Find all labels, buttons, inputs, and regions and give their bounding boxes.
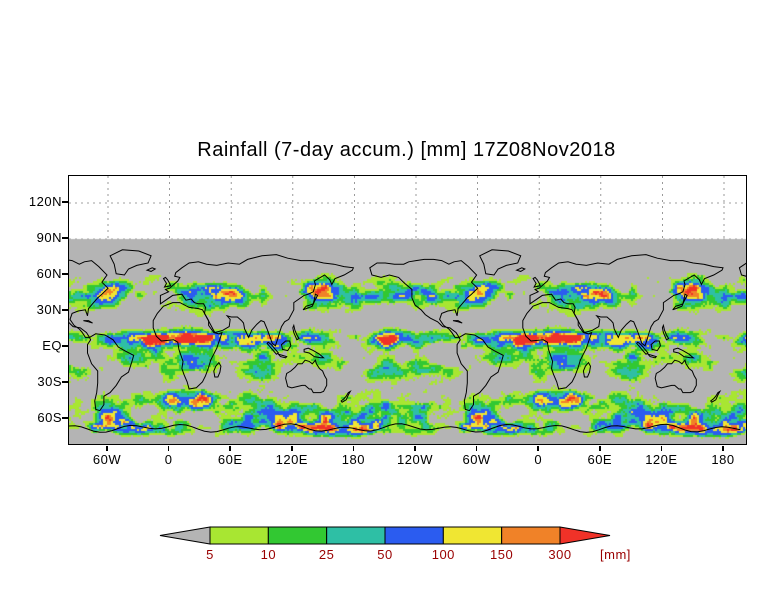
colorbar-segment bbox=[326, 526, 386, 545]
coastline bbox=[109, 249, 152, 276]
coastline bbox=[152, 302, 223, 390]
axis-tick bbox=[62, 237, 68, 239]
axis-tick bbox=[599, 446, 601, 451]
x-axis-label: 120E bbox=[275, 452, 308, 467]
colorbar-segment bbox=[501, 526, 561, 545]
coastline bbox=[145, 267, 157, 272]
x-axis-label: 180 bbox=[711, 452, 735, 467]
coastline bbox=[738, 262, 746, 277]
coastline bbox=[479, 249, 522, 276]
coastline bbox=[654, 359, 697, 394]
axis-tick bbox=[62, 273, 68, 275]
colorbar bbox=[159, 526, 611, 545]
map-plot-area bbox=[68, 175, 747, 445]
colorbar-tick-label: 100 bbox=[431, 547, 455, 562]
axis-tick bbox=[475, 446, 478, 451]
rainfall-raster bbox=[69, 176, 746, 444]
colorbar-tick-label: 25 bbox=[318, 547, 335, 562]
axis-tick bbox=[352, 446, 355, 451]
coastline bbox=[646, 353, 658, 359]
x-axis-label: 60E bbox=[217, 452, 243, 467]
coastline bbox=[456, 333, 504, 412]
coastline bbox=[661, 323, 670, 341]
coastline bbox=[285, 359, 328, 394]
coastline bbox=[582, 361, 592, 378]
colorbar-graphic bbox=[159, 526, 611, 545]
axis-tick bbox=[62, 345, 68, 347]
coastline bbox=[532, 276, 541, 288]
y-axis-label: 30N bbox=[36, 302, 62, 317]
coastline bbox=[673, 347, 695, 359]
coastline bbox=[529, 254, 724, 347]
x-axis-label: 60W bbox=[462, 452, 491, 467]
coastline bbox=[709, 390, 722, 403]
coastlines-layer bbox=[69, 249, 746, 433]
coastline bbox=[69, 423, 741, 433]
coastline bbox=[515, 267, 526, 272]
x-axis-label: 120E bbox=[645, 452, 678, 467]
coastline bbox=[276, 353, 288, 359]
axis-tick bbox=[62, 381, 68, 383]
axis-tick bbox=[229, 446, 231, 451]
coastline bbox=[292, 323, 300, 341]
y-axis-label: 120N bbox=[28, 194, 62, 209]
axis-tick bbox=[106, 446, 108, 451]
y-axis-label: 90N bbox=[36, 230, 62, 245]
colorbar-segment bbox=[267, 526, 328, 545]
coastline bbox=[650, 340, 661, 352]
y-axis-label: EQ bbox=[42, 338, 62, 353]
axis-tick bbox=[722, 446, 724, 451]
chart-title: Rainfall (7-day accum.) [mm] 17Z08Nov201… bbox=[197, 139, 616, 161]
coastline bbox=[280, 340, 292, 352]
coastline bbox=[69, 259, 109, 338]
x-axis-label: 180 bbox=[341, 452, 365, 467]
colorbar-segment bbox=[442, 526, 503, 545]
x-axis-label: 0 bbox=[534, 452, 543, 467]
y-axis-label: 30S bbox=[37, 374, 62, 389]
axis-tick bbox=[537, 446, 539, 451]
x-axis-label: 0 bbox=[164, 452, 173, 467]
colorbar-unit-label: [mm] bbox=[600, 547, 631, 562]
coastline bbox=[369, 258, 479, 338]
coastline bbox=[303, 347, 325, 359]
x-axis-label: 60E bbox=[587, 452, 613, 467]
axis-tick bbox=[62, 201, 68, 203]
coastline bbox=[452, 320, 463, 324]
colorbar-tick-label: 5 bbox=[206, 547, 214, 562]
coastline bbox=[162, 276, 172, 288]
coastline bbox=[159, 254, 355, 347]
coastline bbox=[302, 293, 319, 311]
axis-tick bbox=[660, 446, 663, 451]
axis-tick bbox=[62, 417, 68, 419]
coastline bbox=[522, 302, 593, 390]
colorbar-right-arrow bbox=[559, 526, 611, 545]
coastline bbox=[340, 390, 352, 403]
colorbar-left-arrow bbox=[159, 526, 211, 545]
y-axis-label: 60N bbox=[36, 266, 62, 281]
x-axis-label: 120W bbox=[397, 452, 433, 467]
colorbar-segment bbox=[209, 526, 269, 545]
colorbar-tick-label: 150 bbox=[490, 547, 514, 562]
colorbar-tick-label: 50 bbox=[377, 547, 393, 562]
axis-tick bbox=[291, 446, 293, 451]
axis-tick bbox=[62, 309, 68, 311]
axis-tick bbox=[414, 446, 416, 451]
colorbar-tick-label: 300 bbox=[548, 547, 572, 562]
x-axis-label: 60W bbox=[92, 452, 122, 467]
coastline bbox=[672, 293, 688, 311]
axis-tick bbox=[167, 446, 170, 451]
y-axis-label: 60S bbox=[37, 410, 62, 425]
coastline bbox=[83, 320, 93, 324]
colorbar-tick-label: 10 bbox=[260, 547, 277, 562]
coastline bbox=[87, 333, 135, 412]
coastline bbox=[213, 361, 222, 378]
colorbar-segment bbox=[384, 526, 444, 545]
